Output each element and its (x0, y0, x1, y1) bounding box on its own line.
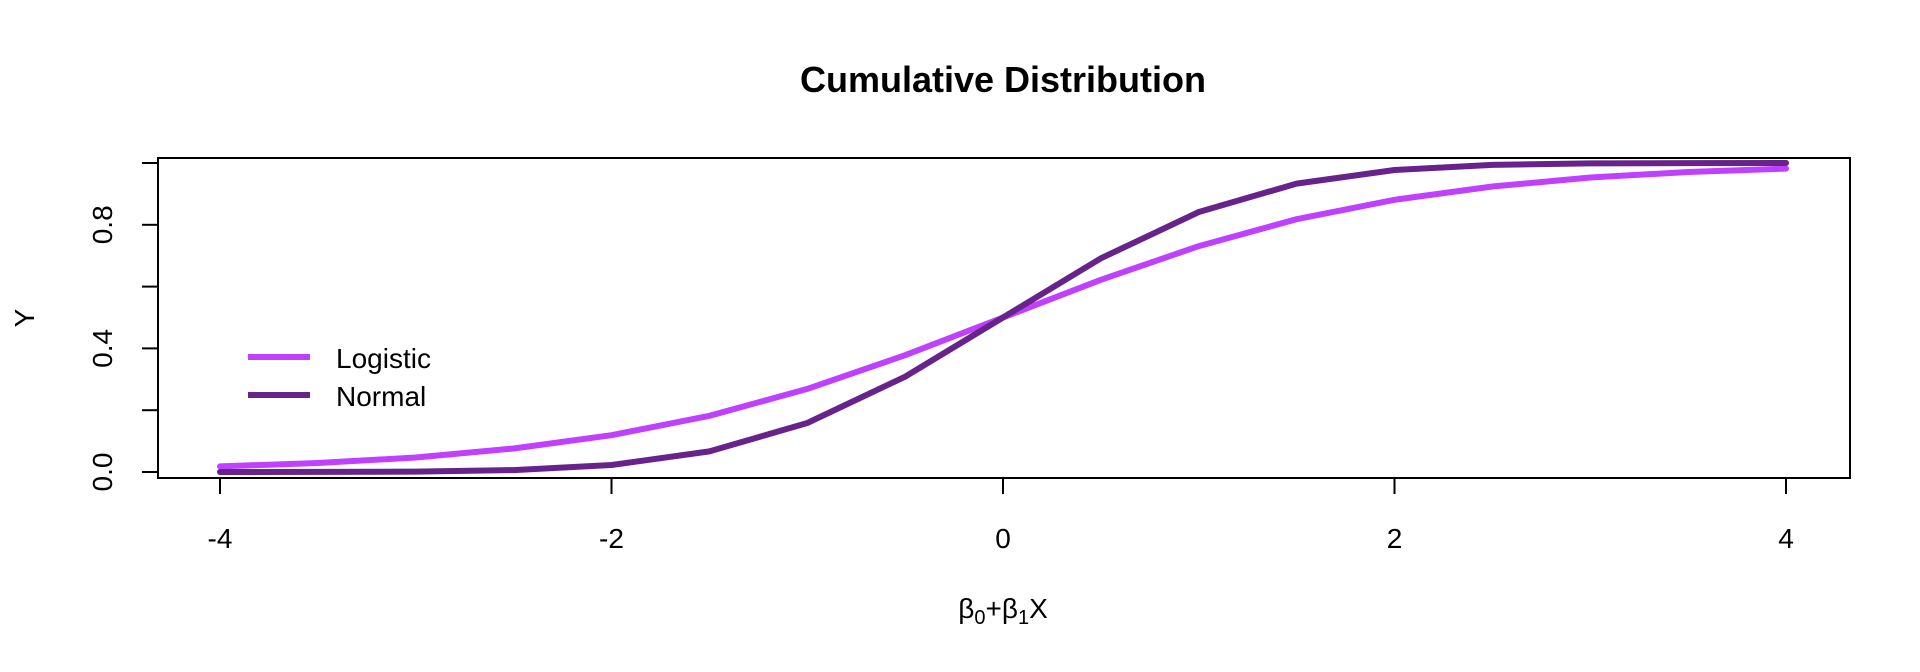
y-axis-label: Y (9, 308, 40, 327)
x-tick-label: -4 (208, 523, 233, 554)
x-tick-label: -2 (599, 523, 624, 554)
y-tick-label: 0.8 (87, 205, 118, 244)
x-axis: -4 -2 0 2 4 (208, 477, 1794, 554)
x-tick-label: 0 (995, 523, 1011, 554)
series-line-normal (217, 160, 1789, 475)
x-tick-label: 2 (1387, 523, 1403, 554)
y-axis: 0.0 0.4 0.8 (87, 162, 159, 492)
legend-label-logistic: Logistic (336, 343, 431, 374)
legend-label-normal: Normal (336, 381, 426, 412)
y-tick-label: 0.4 (87, 329, 118, 368)
y-tick-label: 0.0 (87, 453, 118, 492)
chart-title: Cumulative Distribution (800, 59, 1206, 100)
x-tick-label: 4 (1778, 523, 1794, 554)
legend: Logistic Normal (248, 343, 431, 412)
series-layer (217, 160, 1789, 475)
x-axis-label: β0+β1X (958, 593, 1048, 629)
